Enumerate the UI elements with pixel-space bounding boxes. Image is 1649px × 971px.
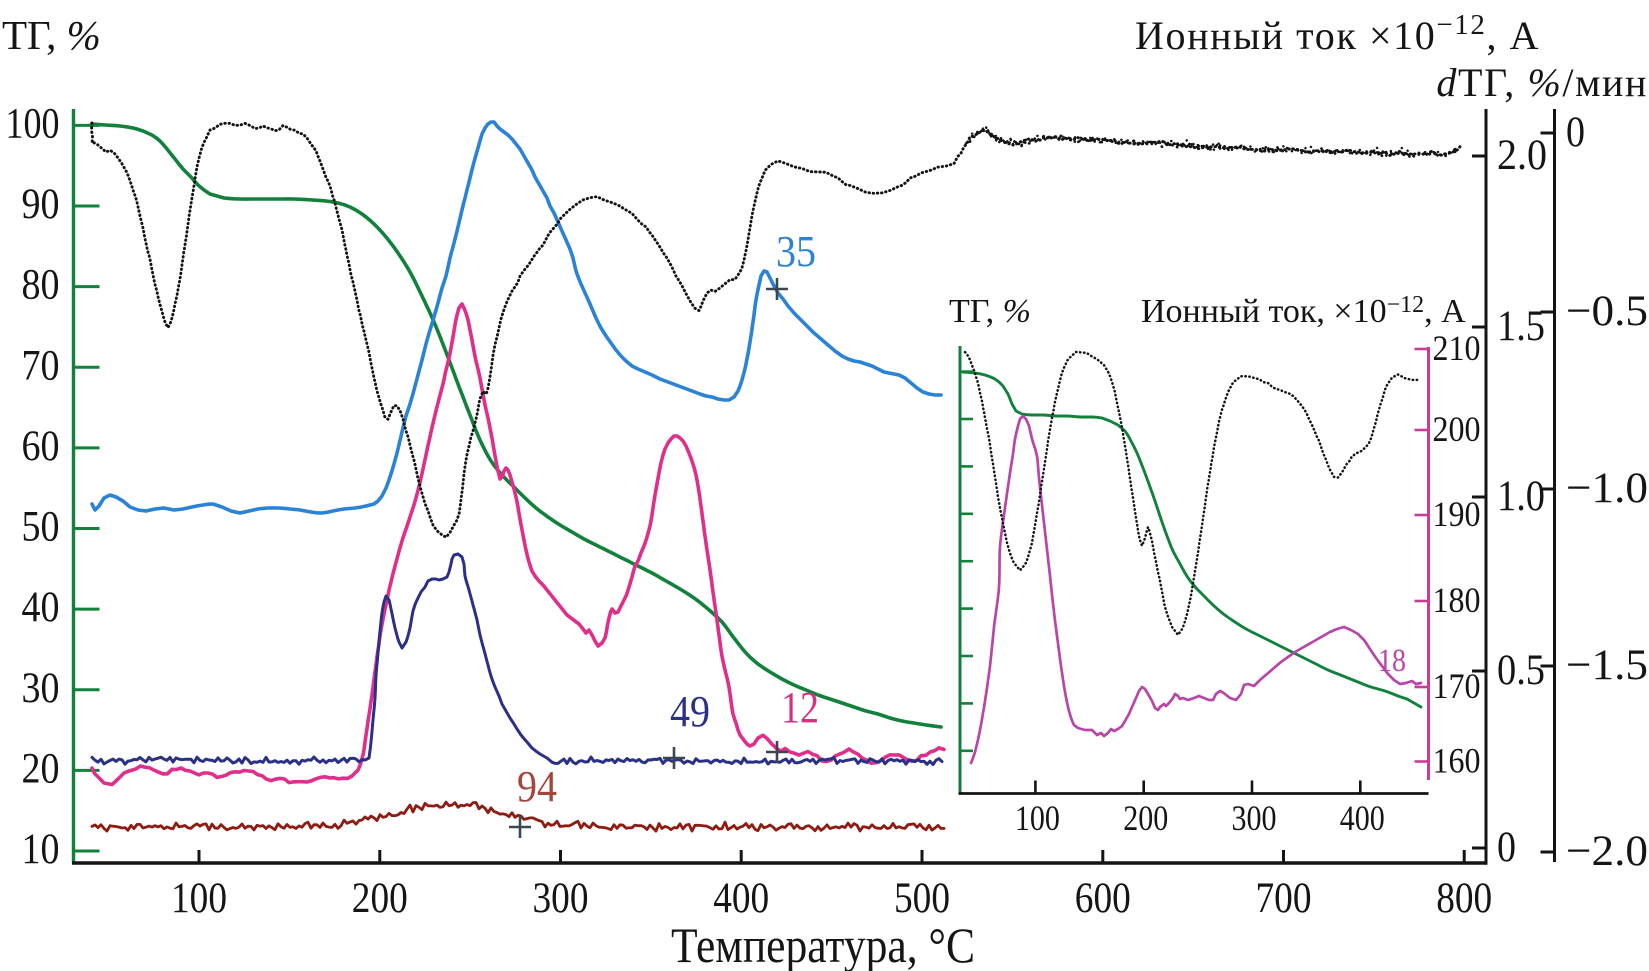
svg-text:1.0: 1.0 xyxy=(1497,473,1545,520)
svg-text:94: 94 xyxy=(517,762,557,811)
svg-text:160: 160 xyxy=(1433,741,1481,781)
svg-text:300: 300 xyxy=(1232,798,1277,838)
svg-text:Ионный ток ×10−12, А: Ионный ток ×10−12, А xyxy=(1135,9,1540,58)
svg-text:dТГ, %/мин: dТГ, %/мин xyxy=(1436,60,1648,105)
svg-text:500: 500 xyxy=(894,875,950,922)
svg-text:600: 600 xyxy=(1075,875,1131,922)
svg-text:100: 100 xyxy=(6,100,60,147)
svg-text:12: 12 xyxy=(781,683,819,732)
svg-text:100: 100 xyxy=(1015,798,1060,838)
svg-text:ТГ, %: ТГ, % xyxy=(949,293,1031,330)
svg-text:−2.0: −2.0 xyxy=(1566,828,1648,875)
svg-text:50: 50 xyxy=(22,504,60,551)
svg-text:200: 200 xyxy=(352,875,408,922)
svg-text:−1.5: −1.5 xyxy=(1566,642,1648,689)
svg-text:49: 49 xyxy=(670,687,710,736)
svg-text:10: 10 xyxy=(22,826,60,873)
svg-text:400: 400 xyxy=(713,875,769,922)
svg-text:30: 30 xyxy=(22,665,60,712)
svg-text:0: 0 xyxy=(1566,109,1585,156)
svg-text:190: 190 xyxy=(1433,494,1481,534)
svg-text:210: 210 xyxy=(1433,328,1481,368)
svg-text:ТГ, %: ТГ, % xyxy=(2,12,101,58)
svg-text:200: 200 xyxy=(1123,798,1168,838)
svg-text:700: 700 xyxy=(1256,875,1312,922)
svg-text:1.5: 1.5 xyxy=(1497,303,1545,350)
svg-text:18: 18 xyxy=(1378,643,1406,679)
svg-text:0.5: 0.5 xyxy=(1497,647,1545,694)
svg-text:300: 300 xyxy=(533,875,589,922)
svg-text:170: 170 xyxy=(1433,666,1481,706)
svg-text:800: 800 xyxy=(1436,875,1492,922)
svg-text:−1.0: −1.0 xyxy=(1566,465,1648,512)
svg-text:200: 200 xyxy=(1433,409,1481,449)
svg-text:35: 35 xyxy=(776,227,816,276)
svg-text:40: 40 xyxy=(22,584,60,631)
svg-text:90: 90 xyxy=(22,181,60,228)
svg-text:2.0: 2.0 xyxy=(1497,132,1547,179)
svg-text:100: 100 xyxy=(171,875,227,922)
svg-text:70: 70 xyxy=(22,342,60,389)
svg-text:60: 60 xyxy=(22,423,60,470)
svg-text:400: 400 xyxy=(1340,798,1385,838)
svg-text:Температура, °C: Температура, °C xyxy=(671,917,975,971)
svg-text:−0.5: −0.5 xyxy=(1566,288,1648,335)
svg-text:0: 0 xyxy=(1497,824,1516,871)
svg-text:80: 80 xyxy=(22,262,60,309)
svg-text:180: 180 xyxy=(1433,580,1481,620)
svg-text:20: 20 xyxy=(22,745,60,792)
